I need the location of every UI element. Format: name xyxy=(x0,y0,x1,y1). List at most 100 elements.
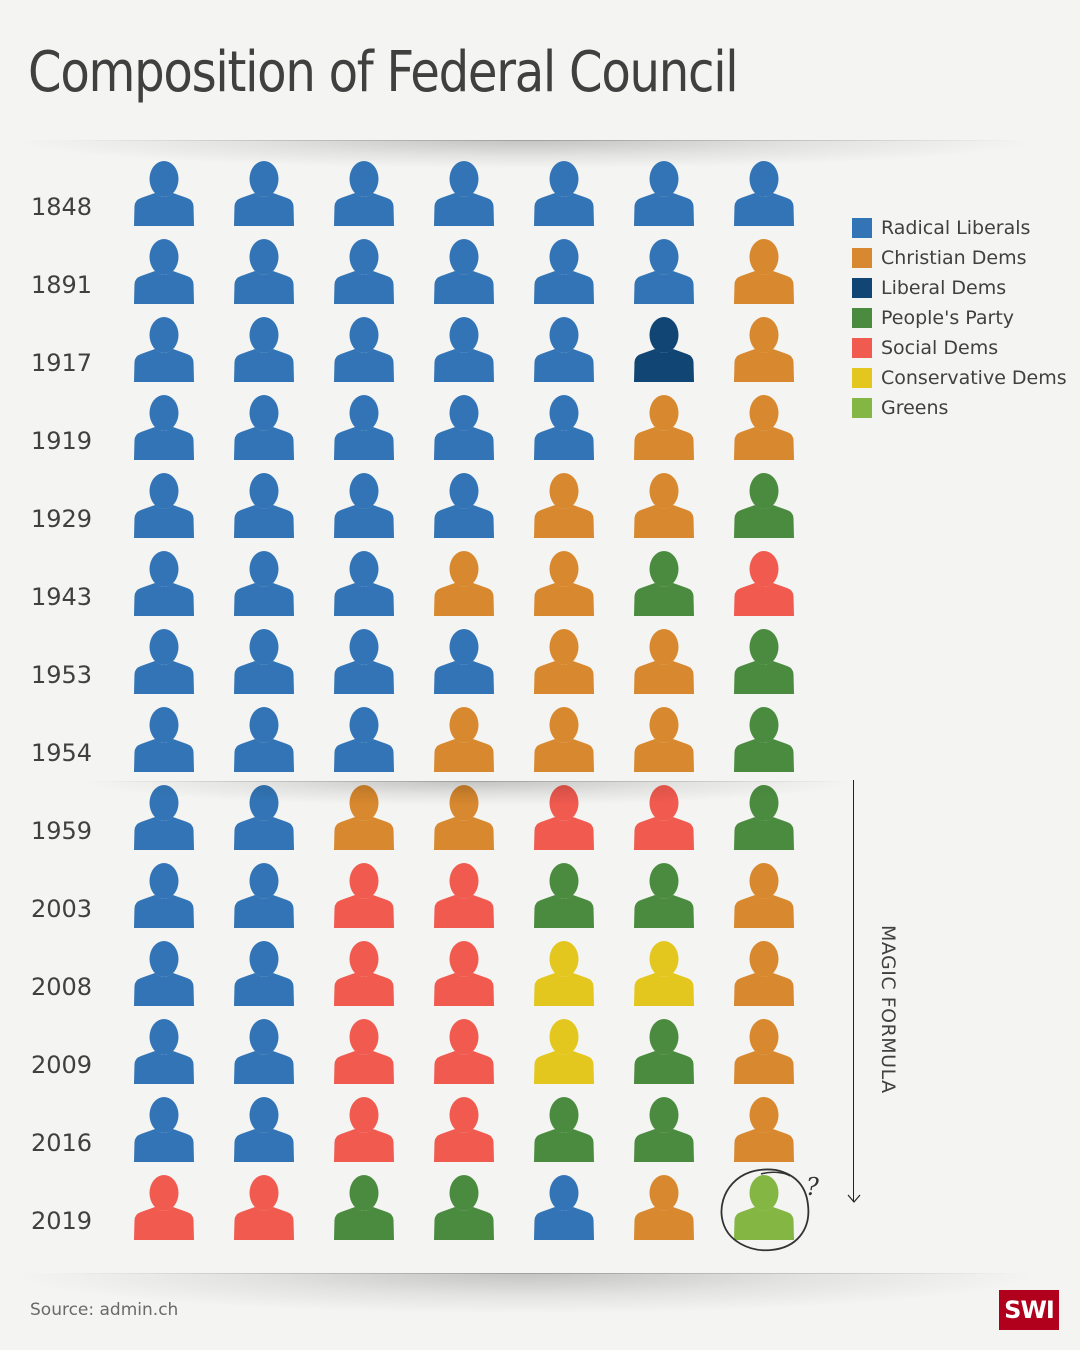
legend-label: Social Dems xyxy=(881,337,999,359)
person-icon-christian-dems xyxy=(734,863,794,928)
person-icon-radical-liberals xyxy=(234,317,294,382)
person-icon-christian-dems xyxy=(334,785,394,850)
magic-formula-label: MAGIC FORMULA xyxy=(877,925,899,1094)
person-icon-radical-liberals xyxy=(134,863,194,928)
person-icon-christian-dems xyxy=(734,1019,794,1084)
footer-divider xyxy=(20,1273,1030,1313)
person-icon-radical-liberals xyxy=(134,161,194,226)
legend-label: People's Party xyxy=(881,307,1015,329)
person-icon-radical-liberals xyxy=(334,707,394,772)
person-icon-conservative-dems xyxy=(534,941,594,1006)
legend-swatch xyxy=(852,398,872,418)
legend-item: Conservative Dems xyxy=(852,363,1067,393)
year-label: 2009 xyxy=(31,1051,93,1079)
legend-swatch xyxy=(852,338,872,358)
person-icon-radical-liberals xyxy=(434,395,494,460)
legend: Radical Liberals Christian Dems Liberal De… xyxy=(852,213,1067,423)
person-icon-liberal-dems xyxy=(634,317,694,382)
magic-formula-arrow-line xyxy=(853,780,854,1202)
person-icon-radical-liberals xyxy=(434,629,494,694)
person-icon-christian-dems xyxy=(634,707,694,772)
person-icon-radical-liberals xyxy=(334,629,394,694)
legend-item: Radical Liberals xyxy=(852,213,1067,243)
person-icon-radical-liberals xyxy=(134,785,194,850)
person-icon-social-dems xyxy=(334,863,394,928)
person-icon-people-s-party xyxy=(634,551,694,616)
person-icon-christian-dems xyxy=(534,707,594,772)
question-mark-annotation: ? xyxy=(806,1173,819,1201)
title-divider xyxy=(20,140,1030,168)
person-icon-radical-liberals xyxy=(134,941,194,1006)
person-icon-radical-liberals xyxy=(234,473,294,538)
year-label: 1943 xyxy=(31,583,93,611)
year-label: 1848 xyxy=(31,193,93,221)
person-icon-christian-dems xyxy=(634,629,694,694)
person-icon-radical-liberals xyxy=(134,239,194,304)
person-icon-radical-liberals xyxy=(634,161,694,226)
person-icon-people-s-party xyxy=(634,1019,694,1084)
legend-swatch xyxy=(852,218,872,238)
person-icon-social-dems xyxy=(534,785,594,850)
person-icon-radical-liberals xyxy=(534,1175,594,1240)
legend-item: People's Party xyxy=(852,303,1067,333)
person-icon-radical-liberals xyxy=(234,395,294,460)
person-icon-radical-liberals xyxy=(534,317,594,382)
person-icon-social-dems xyxy=(734,551,794,616)
person-icon-christian-dems xyxy=(434,707,494,772)
person-icon-radical-liberals xyxy=(334,317,394,382)
person-icon-radical-liberals xyxy=(334,395,394,460)
year-label: 1959 xyxy=(31,817,93,845)
person-icon-radical-liberals xyxy=(234,551,294,616)
person-icon-social-dems xyxy=(434,941,494,1006)
person-icon-radical-liberals xyxy=(234,941,294,1006)
legend-item: Liberal Dems xyxy=(852,273,1067,303)
person-icon-radical-liberals xyxy=(134,473,194,538)
person-icon-conservative-dems xyxy=(634,941,694,1006)
legend-swatch xyxy=(852,308,872,328)
legend-label: Liberal Dems xyxy=(881,277,1007,299)
person-icon-people-s-party xyxy=(334,1175,394,1240)
legend-label: Radical Liberals xyxy=(881,217,1031,239)
person-icon-radical-liberals xyxy=(334,551,394,616)
year-label: 2008 xyxy=(31,973,93,1001)
person-icon-people-s-party xyxy=(734,707,794,772)
person-icon-social-dems xyxy=(134,1175,194,1240)
person-icon-social-dems xyxy=(434,1019,494,1084)
person-icon-christian-dems xyxy=(434,551,494,616)
person-icon-radical-liberals xyxy=(434,473,494,538)
person-icon-radical-liberals xyxy=(134,551,194,616)
person-icon-radical-liberals xyxy=(134,629,194,694)
person-icon-people-s-party xyxy=(734,473,794,538)
person-icon-christian-dems xyxy=(634,1175,694,1240)
person-icon-radical-liberals xyxy=(234,161,294,226)
person-icon-radical-liberals xyxy=(134,317,194,382)
person-icon-social-dems xyxy=(234,1175,294,1240)
person-icon-christian-dems xyxy=(734,317,794,382)
person-icon-radical-liberals xyxy=(734,161,794,226)
person-icon-radical-liberals xyxy=(134,707,194,772)
legend-label: Christian Dems xyxy=(881,247,1027,269)
legend-swatch xyxy=(852,248,872,268)
year-label: 1929 xyxy=(31,505,93,533)
year-label: 1891 xyxy=(31,271,93,299)
year-label: 2019 xyxy=(31,1207,93,1235)
magic-formula-divider-line xyxy=(90,781,850,782)
person-icon-radical-liberals xyxy=(234,1019,294,1084)
legend-item: Christian Dems xyxy=(852,243,1067,273)
footer-divider-line xyxy=(60,1273,1020,1274)
source-note: Source: admin.ch xyxy=(30,1300,179,1320)
person-icon-radical-liberals xyxy=(134,1019,194,1084)
person-icon-radical-liberals xyxy=(134,395,194,460)
arrow-down-icon xyxy=(847,1194,861,1203)
annotation-circle-icon: ? xyxy=(720,1168,819,1252)
year-label: 1954 xyxy=(31,739,93,767)
person-icon-social-dems xyxy=(434,863,494,928)
year-label: 1953 xyxy=(31,661,93,689)
person-icon-people-s-party xyxy=(534,863,594,928)
person-icon-christian-dems xyxy=(534,473,594,538)
person-icon-radical-liberals xyxy=(434,317,494,382)
person-icon-people-s-party xyxy=(434,1175,494,1240)
person-icon-people-s-party xyxy=(534,1097,594,1162)
person-icon-radical-liberals xyxy=(234,629,294,694)
